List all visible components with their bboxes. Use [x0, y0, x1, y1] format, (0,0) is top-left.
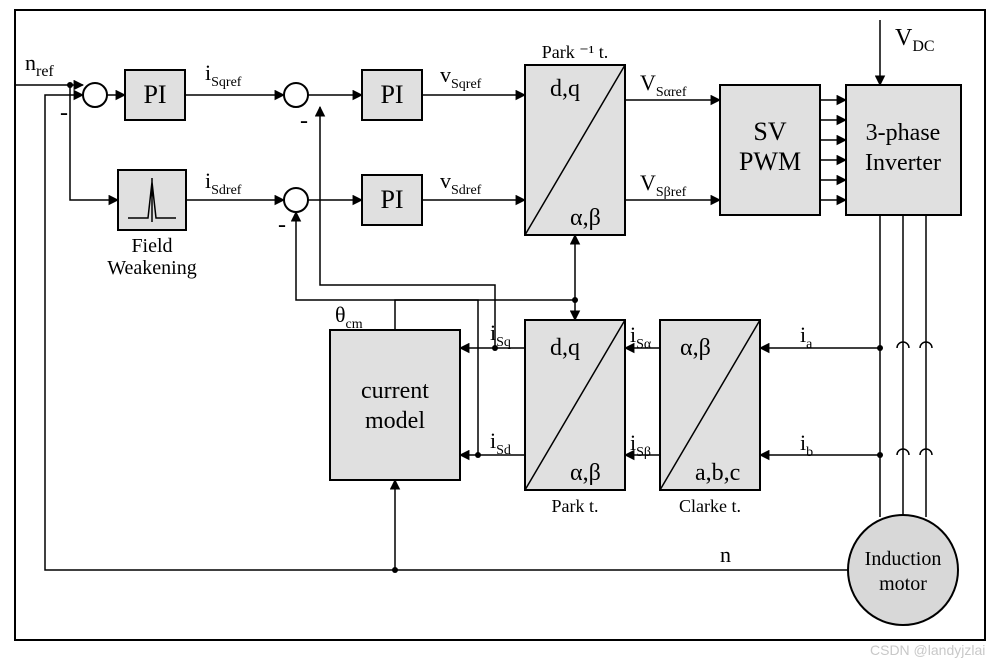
pi1-label: PI — [143, 80, 166, 109]
wire-ia — [760, 345, 883, 351]
lbl-n: n — [720, 542, 731, 567]
minus-s3: - — [278, 212, 286, 238]
park-caption: Park t. — [552, 496, 599, 516]
park-bottom: α,β — [570, 460, 601, 486]
field-weak-label-1: Field — [131, 235, 172, 257]
motor-l2: motor — [879, 573, 927, 595]
current-model-l1: current — [361, 378, 429, 404]
lbl-vSqref: vSqref — [440, 62, 482, 92]
clarke-bottom: a,b,c — [695, 460, 740, 486]
lbl-nref: nref — [25, 50, 54, 80]
current-model-l2: model — [365, 408, 425, 434]
field-weak-label-2: Weakening — [107, 257, 196, 279]
svpwm-l1: SV — [753, 117, 786, 146]
clarke-caption: Clarke t. — [679, 496, 741, 516]
lbl-iSqref: iSqref — [205, 60, 242, 90]
lbl-vSaref: VSαref — [640, 70, 687, 100]
park-inv-caption: Park ⁻¹ t. — [542, 42, 608, 62]
lbl-vdc: VDC — [895, 25, 935, 55]
minus-s1: - — [60, 100, 68, 126]
lbl-iSdref: iSdref — [205, 168, 242, 198]
lbl-vSbref: VSβref — [640, 170, 687, 200]
motor-l1: Induction — [865, 548, 942, 570]
svpwm-l2: PWM — [739, 147, 801, 176]
inverter-l1: 3-phase — [866, 120, 941, 146]
minus-s2: - — [300, 108, 308, 134]
wire-iSq-fb — [320, 107, 495, 348]
park-top: d,q — [550, 335, 580, 361]
wire-n-to-cm — [395, 480, 848, 570]
wire-theta-parkinv — [395, 235, 575, 330]
lbl-iSq: iSq — [490, 320, 511, 350]
clarke-top: α,β — [680, 335, 711, 361]
current-model-block — [330, 330, 460, 480]
foc-block-diagram: PI PI PI Field Weakening d,q α,β Park ⁻¹… — [0, 0, 1000, 663]
sum-iq — [284, 83, 308, 107]
sum-id — [284, 188, 308, 212]
sum-speed — [83, 83, 107, 107]
lbl-iSd: iSd — [490, 428, 511, 458]
lbl-vSdref: vSdref — [440, 168, 482, 198]
pi2-label: PI — [380, 80, 403, 109]
inverter-l2: Inverter — [865, 150, 941, 176]
pi3-label: PI — [380, 185, 403, 214]
watermark: CSDN @landyjzlai — [870, 642, 985, 658]
wire-ib — [760, 452, 883, 458]
lbl-theta: θcm — [335, 302, 363, 332]
motor-circle — [848, 515, 958, 625]
park-inv-bottom: α,β — [570, 205, 601, 231]
park-inv-top: d,q — [550, 76, 580, 102]
